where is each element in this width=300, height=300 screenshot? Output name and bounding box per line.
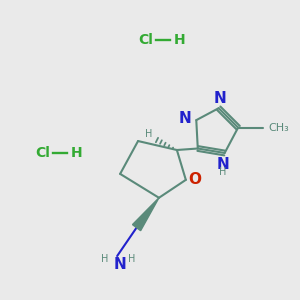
Text: N: N [113,257,126,272]
Text: CH₃: CH₃ [268,123,289,133]
Text: H: H [70,146,82,160]
Text: H: H [128,254,135,264]
Text: O: O [188,172,201,187]
Text: N: N [217,157,230,172]
Text: N: N [213,91,226,106]
Text: H: H [220,167,227,176]
Text: Cl: Cl [35,146,50,160]
Polygon shape [133,198,159,231]
Text: N: N [178,111,191,126]
Text: H: H [101,254,108,264]
Text: H: H [145,130,152,140]
Text: H: H [173,32,185,46]
Text: Cl: Cl [138,32,153,46]
